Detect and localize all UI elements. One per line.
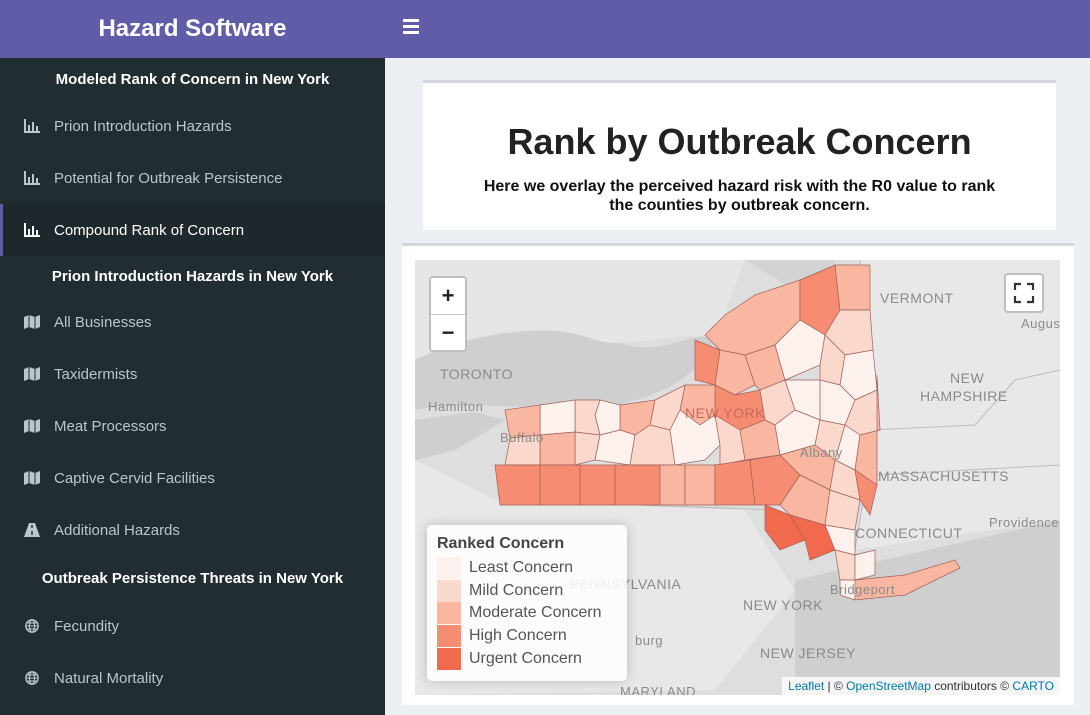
legend-entry: Least Concern [437,557,617,580]
state-border [874,464,1060,476]
app-title: Hazard Software [0,0,385,58]
sidebar-header-modeled-rank: Modeled Rank of Concern in New York [55,70,330,88]
map-label-new-york-city: NEW YORK [743,597,823,613]
zoom-in-button[interactable]: + [431,278,465,315]
legend-label: Mild Concern [469,581,564,599]
sidebar: Modeled Rank of Concern in New York Prio… [0,58,385,715]
legend-swatch [437,557,461,580]
new-england-land [855,260,1060,550]
zoom-control: + − [429,276,467,352]
map-icon [24,315,40,329]
map-label-harrisburg: burg [635,633,664,648]
legend-label: High Concern [469,627,567,645]
page-title: Rank by Outbreak Concern [507,121,972,162]
legend-label: Moderate Concern [469,604,602,622]
sidebar-item-label: Meat Processors [54,417,167,435]
sidebar-item-fecundity[interactable]: Fecundity [0,600,385,652]
legend-swatch [437,602,461,625]
legend-label: Urgent Concern [469,649,582,667]
map-label-new-hampshire-2: HAMPSHIRE [920,388,1008,404]
bar-chart-icon [24,119,40,133]
attribution-contributors: contributors © [930,679,1013,693]
legend-swatch [437,647,461,670]
top-navbar [385,0,1090,58]
legend-swatch [437,579,461,602]
sidebar-item-meat-processors[interactable]: Meat Processors [0,400,385,452]
map-label-new-york-state: NEW YORK [685,405,765,421]
map-label-new-hampshire-1: NEW [950,370,985,386]
map-icon [24,367,40,381]
sidebar-item-label: All Businesses [54,313,152,331]
map-label-buffalo: Buffalo [500,430,544,445]
sidebar-item-outbreak-persistence[interactable]: Potential for Outbreak Persistence [0,152,385,204]
ontario-land [415,260,745,360]
map-label-maryland: MARYLAND [620,684,697,695]
legend-title: Ranked Concern [437,535,565,552]
map-legend: Ranked Concern Least Concern Mild Concer… [427,525,627,681]
legend-label: Least Concern [469,559,574,577]
fullscreen-icon [1013,282,1035,304]
map-icon [24,419,40,433]
map-label-toronto: TORONTO [440,366,513,382]
hamburger-menu-icon[interactable] [403,19,419,35]
map-label-vermont: VERMONT [880,290,954,306]
map-box: VERMONT Augus TORONTO NEW HAMPSHIRE Hami… [402,243,1074,705]
legend-swatch [437,625,461,648]
bar-chart-icon [24,223,40,237]
ny-counties [494,264,961,601]
map-label-bridgeport: Bridgeport [830,582,895,597]
legend-entry: High Concern [437,625,617,648]
zoom-out-button[interactable]: − [441,320,455,345]
sidebar-item-label: Potential for Outbreak Persistence [54,169,283,187]
sidebar-item-all-businesses[interactable]: All Businesses [0,296,385,348]
map-label-new-jersey: NEW JERSEY [760,645,857,661]
sidebar-item-natural-mortality[interactable]: Natural Mortality [0,652,385,704]
sidebar-item-captive-cervid[interactable]: Captive Cervid Facilities [0,452,385,504]
leaflet-map[interactable]: VERMONT Augus TORONTO NEW HAMPSHIRE Hami… [415,260,1060,695]
road-icon [24,523,40,537]
map-attribution: Leaflet | © OpenStreetMap contributors ©… [782,677,1060,695]
sidebar-item-taxidermists[interactable]: Taxidermists [0,348,385,400]
legend-entry: Urgent Concern [437,647,617,670]
map-label-hamilton: Hamilton [428,399,484,414]
sidebar-item-additional-hazards[interactable]: Additional Hazards [0,504,385,556]
lake-erie [415,412,505,460]
carto-link[interactable]: CARTO [1012,679,1054,693]
sidebar-item-label: Captive Cervid Facilities [54,469,215,487]
sidebar-header-outbreak-threats: Outbreak Persistence Threats in New York [41,569,344,587]
sidebar-item-prion-introduction-hazards[interactable]: Prion Introduction Hazards [0,100,385,152]
map-label-massachusetts: MASSACHUSETTS [878,468,1009,484]
map-icon [24,471,40,485]
state-border [869,369,1060,431]
main-content: Rank by Outbreak Concern Here we overlay… [385,58,1090,715]
map-label-providence: Providence [989,515,1060,530]
sidebar-item-label: Natural Mortality [54,669,164,687]
atlantic-ocean [795,520,1060,695]
legend-entry: Moderate Concern [437,602,617,625]
lake-ontario [415,330,715,410]
attribution-sep: | © [824,679,847,693]
legend-entry: Mild Concern [437,579,617,603]
globe-icon [25,619,39,633]
globe-icon [25,671,39,685]
map-label-connecticut: CONNECTICUT [855,525,963,541]
title-box: Rank by Outbreak Concern Here we overlay… [423,80,1056,230]
map-label-albany: Albany [800,445,843,460]
sidebar-item-label: Fecundity [54,617,120,635]
bar-chart-icon [24,171,40,185]
map-label-augusta: Augus [1021,316,1060,331]
sidebar-item-label: Compound Rank of Concern [54,221,245,239]
sidebar-item-compound-rank[interactable]: Compound Rank of Concern [0,204,385,256]
page-subtitle: Here we overlay the perceived hazard ris… [483,178,996,214]
osm-link[interactable]: OpenStreetMap [846,679,931,693]
sidebar-item-label: Taxidermists [54,365,138,383]
fullscreen-button[interactable] [1004,273,1044,313]
sidebar-header-prion-hazards: Prion Introduction Hazards in New York [51,267,334,285]
leaflet-link[interactable]: Leaflet [788,679,825,693]
sidebar-item-label: Additional Hazards [54,521,180,539]
sidebar-item-label: Prion Introduction Hazards [54,117,232,135]
